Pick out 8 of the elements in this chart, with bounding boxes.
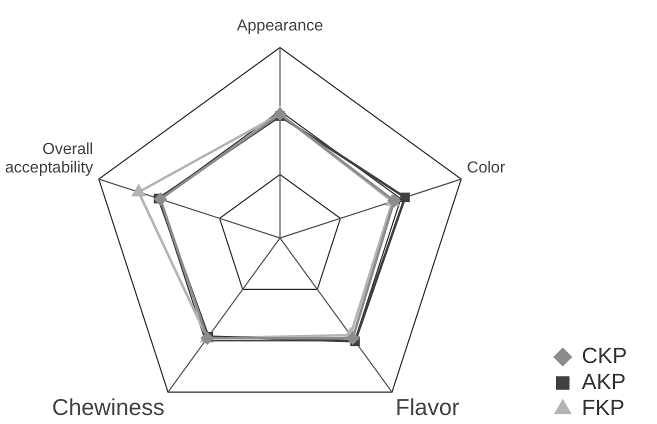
spoke-label: Overall acceptability xyxy=(5,141,94,176)
spoke-label: Appearance xyxy=(236,18,324,35)
legend-label: CKP xyxy=(582,343,628,368)
legend-label: AKP xyxy=(582,369,626,394)
spoke-label: Color xyxy=(466,159,506,176)
spoke-label: Chewiness xyxy=(52,394,164,420)
legend-label: FKP xyxy=(582,395,625,420)
spoke-label: Flavor xyxy=(396,394,460,420)
